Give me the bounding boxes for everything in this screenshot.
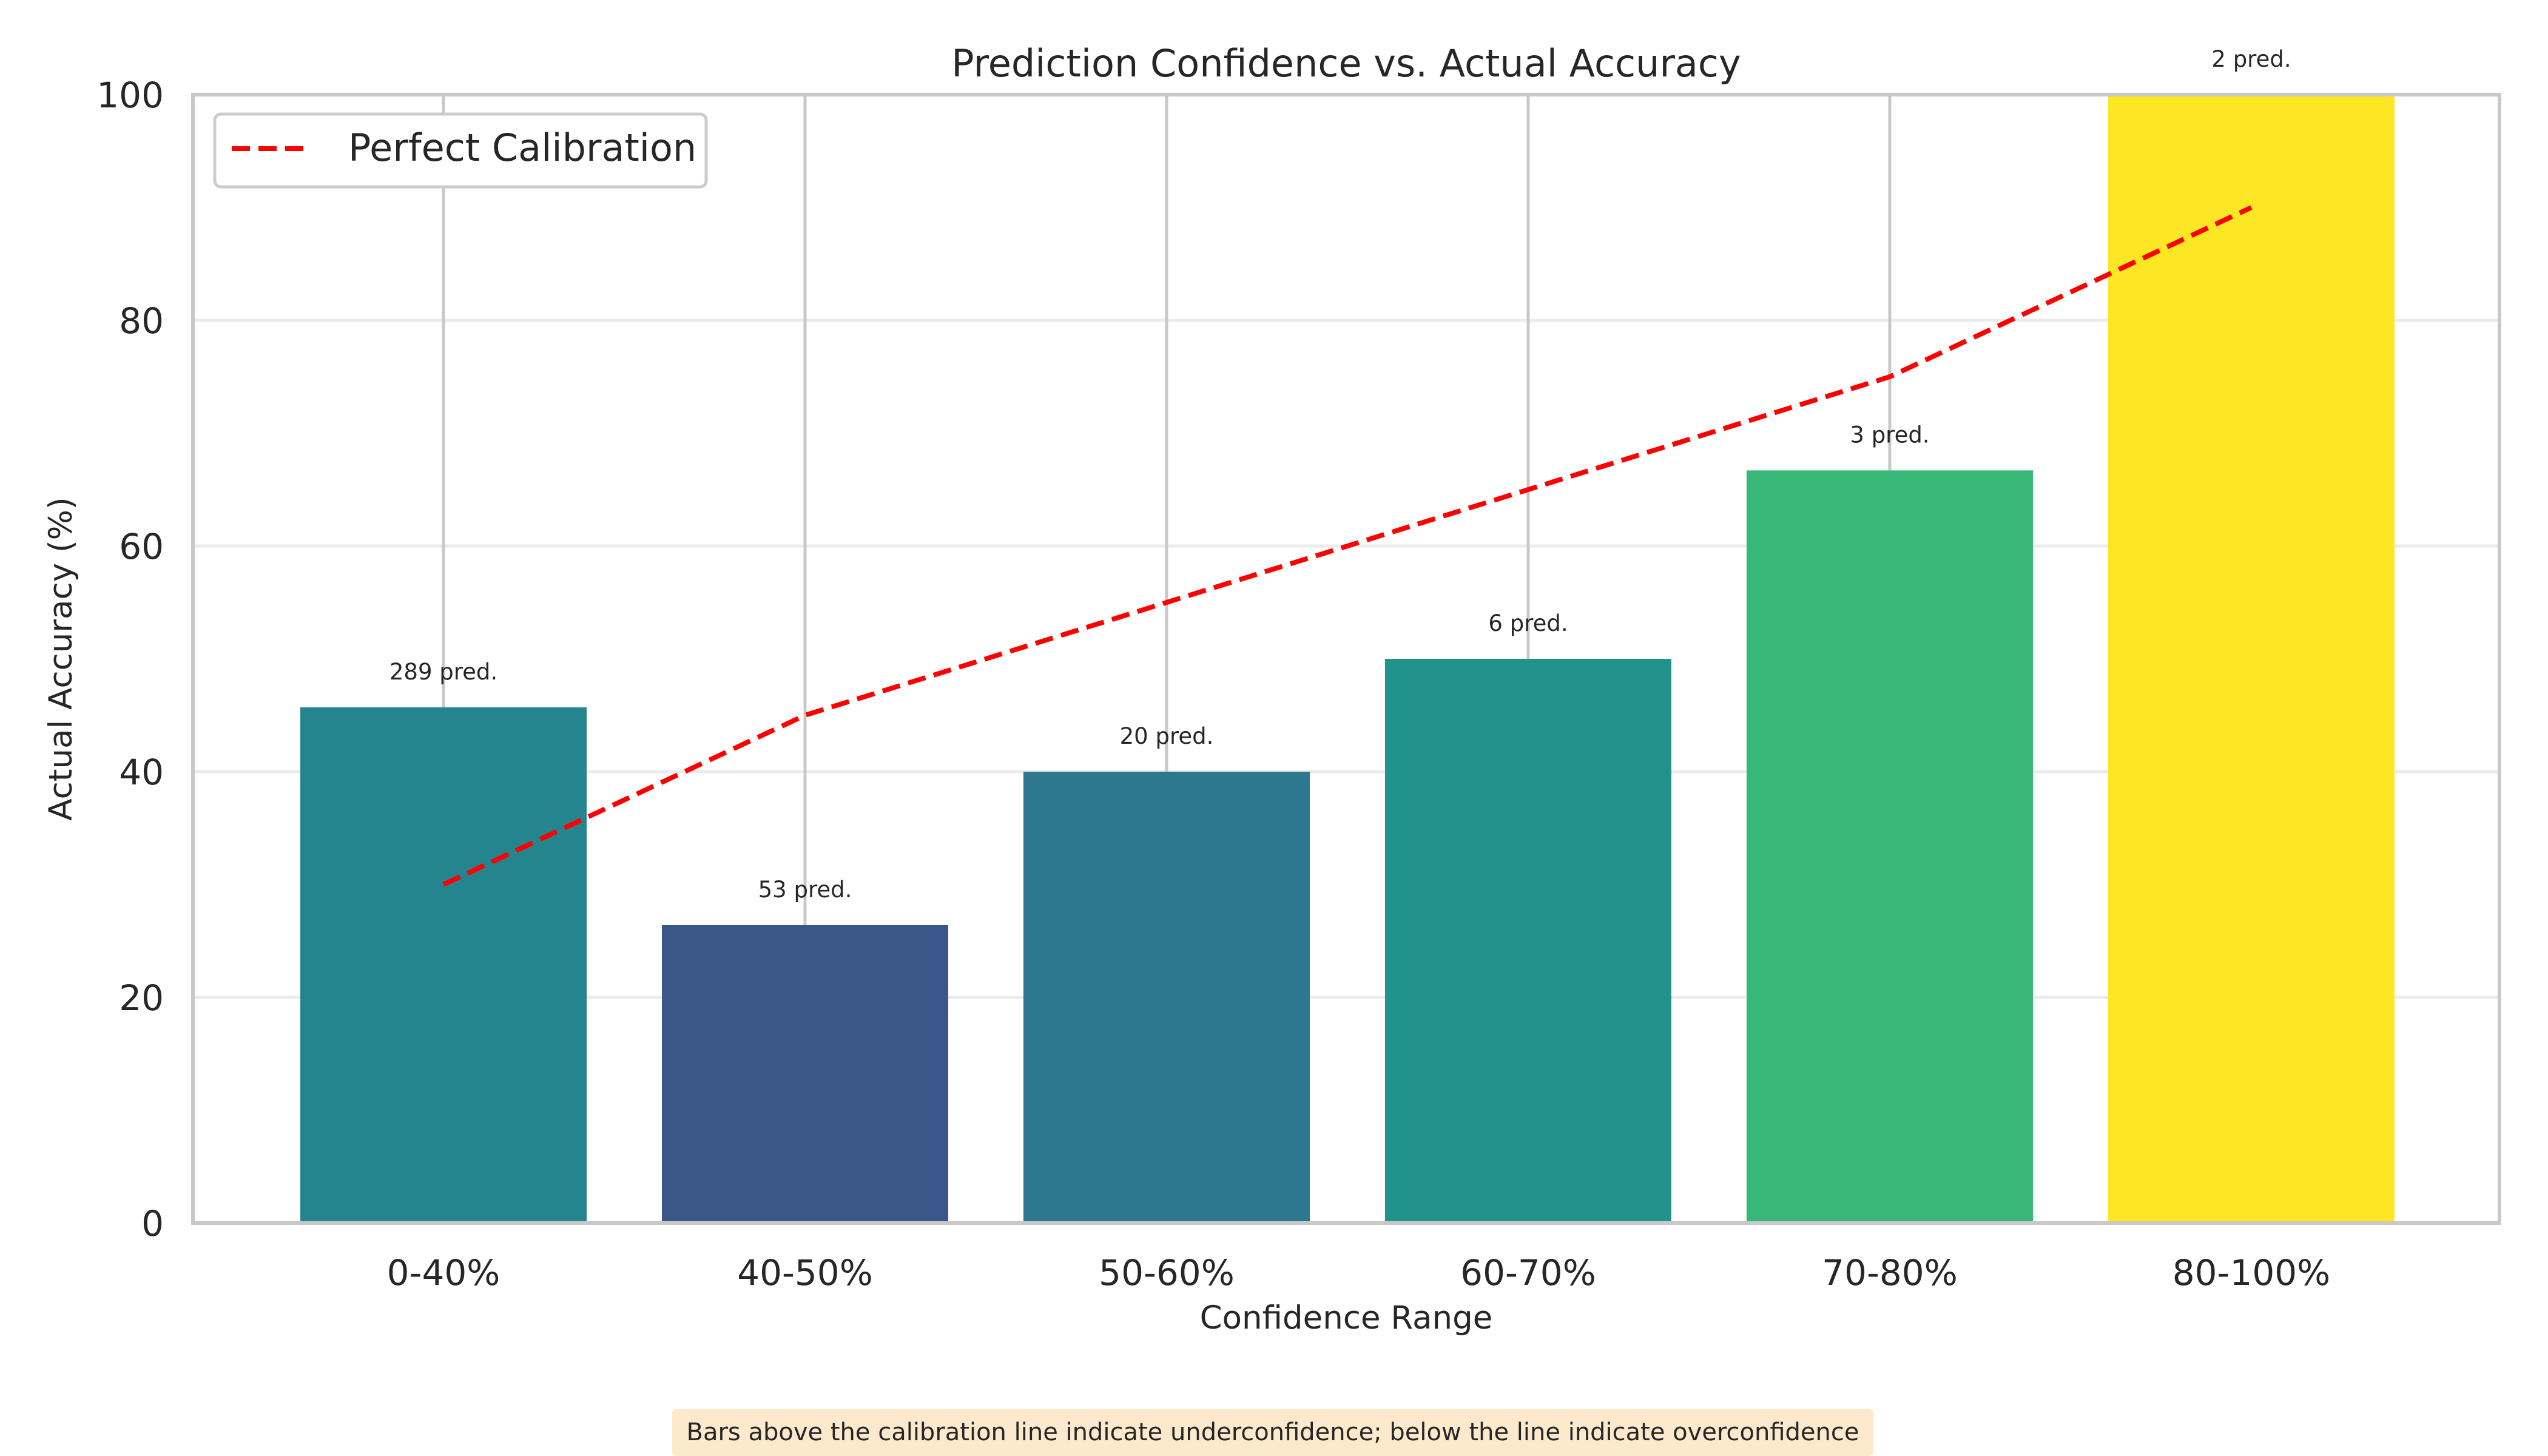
x-tick-label: 60-70% [1460, 1252, 1596, 1293]
bar-count-label: 2 pred. [2211, 46, 2291, 72]
calibration-line [442, 205, 2253, 887]
count-labels: 289 pred. 53 pred. 20 pred. 6 pred. 3 pred. 2… [389, 46, 2291, 903]
y-tick-labels: 0 20 40 60 80 100 [96, 75, 164, 1244]
y-axis-title: Actual Accuracy (%) [42, 497, 79, 820]
legend-box [213, 112, 708, 189]
footnote: Bars above the calibration line indicate… [672, 1409, 1873, 1456]
legend: Perfect Calibration [213, 112, 708, 189]
plot-frame [191, 93, 2501, 1225]
x-tick-label: 40-50% [737, 1252, 873, 1293]
bar [662, 925, 948, 1223]
y-tick-label: 20 [119, 977, 164, 1019]
y-tick-label: 60 [119, 526, 164, 567]
bar-count-label: 53 pred. [758, 877, 852, 903]
x-tick-labels: 0-40% 40-50% 50-60% 60-70% 70-80% 80-100% [387, 1252, 2331, 1293]
bars [300, 95, 2395, 1223]
y-tick-label: 0 [141, 1203, 164, 1244]
x-tick-label: 50-60% [1099, 1252, 1235, 1293]
x-axis-title: Confidence Range [1200, 1299, 1493, 1336]
bar [1385, 659, 1671, 1223]
x-tick-label: 0-40% [387, 1252, 500, 1293]
legend-label: Perfect Calibration [348, 126, 696, 170]
bar [1747, 470, 2033, 1223]
y-tick-label: 40 [119, 752, 164, 793]
bar [300, 707, 587, 1223]
chart-title: Prediction Confidence vs. Actual Accurac… [951, 41, 1741, 86]
bar [2108, 95, 2395, 1223]
bar-count-label: 20 pred. [1120, 723, 1214, 749]
bar-count-label: 3 pred. [1850, 422, 1929, 448]
bar [1023, 772, 1310, 1223]
x-tick-label: 70-80% [1822, 1252, 1958, 1293]
y-tick-label: 80 [119, 300, 164, 342]
bar-count-label: 6 pred. [1488, 610, 1568, 636]
bar-count-label: 289 pred. [389, 659, 497, 685]
x-tick-label: 80-100% [2172, 1252, 2331, 1293]
y-tick-label: 100 [96, 75, 164, 116]
